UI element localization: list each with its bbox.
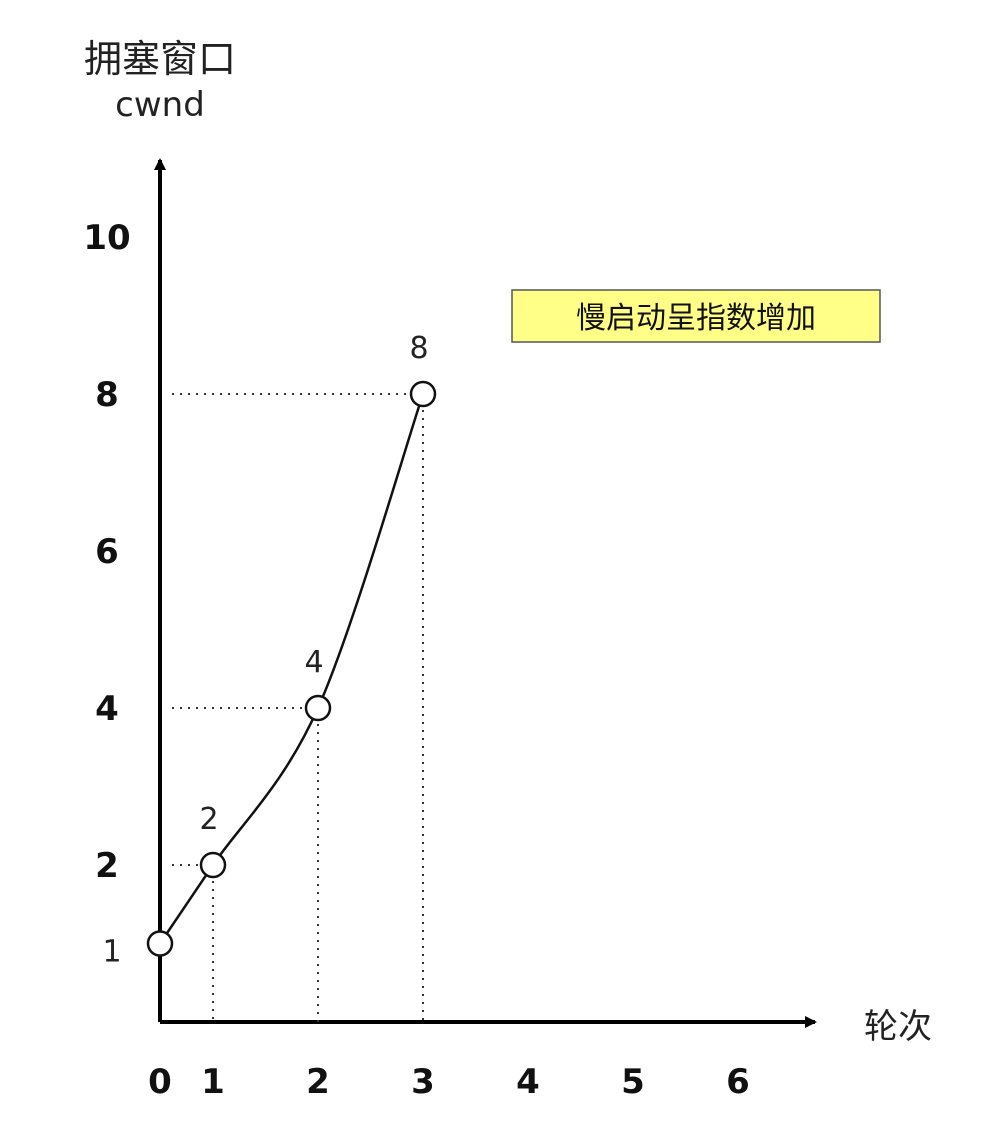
- data-point-label: 1: [102, 935, 121, 970]
- y-axis-subtitle: cwnd: [115, 85, 205, 125]
- y-tick-labels: 2 4 6 8 10: [83, 218, 130, 886]
- x-tick-label: 5: [621, 1062, 645, 1102]
- data-point-marker: [409, 380, 437, 408]
- y-tick-label: 10: [83, 218, 130, 258]
- data-point-marker: [199, 851, 227, 879]
- y-tick-label: 8: [95, 375, 119, 415]
- x-tick-label: 1: [201, 1062, 225, 1102]
- cwnd-curve: [158, 393, 425, 945]
- data-point-label: 4: [304, 645, 323, 680]
- x-tick-label: 3: [411, 1062, 435, 1102]
- annotation-text: 慢启动呈指数增加: [576, 301, 816, 336]
- data-point-marker: [304, 694, 332, 722]
- x-tick-label: 4: [516, 1062, 540, 1102]
- data-points: 1 2 4 8: [102, 331, 437, 970]
- x-tick-label: 2: [306, 1062, 330, 1102]
- data-point-label: 2: [199, 802, 218, 837]
- data-point-marker: [146, 930, 174, 957]
- x-tick-label: 6: [726, 1062, 750, 1102]
- y-tick-label: 2: [95, 846, 119, 886]
- y-axis-title: 拥塞窗口: [84, 37, 236, 81]
- y-tick-label: 4: [95, 689, 119, 729]
- data-curve: [158, 393, 425, 945]
- annotation-box: 慢启动呈指数增加: [511, 289, 881, 343]
- data-point-label: 8: [409, 331, 428, 366]
- x-tick-label: 0: [148, 1062, 172, 1102]
- x-axis-title: 轮次: [864, 1007, 932, 1047]
- y-tick-label: 6: [95, 532, 119, 572]
- guide-lines: [172, 393, 424, 1022]
